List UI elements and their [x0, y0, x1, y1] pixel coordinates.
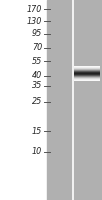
Text: 55: 55: [32, 57, 42, 66]
Text: 25: 25: [32, 98, 42, 106]
Bar: [47, 0, 102, 200]
Text: 170: 170: [27, 4, 42, 14]
Text: 70: 70: [32, 43, 42, 52]
Text: 10: 10: [32, 148, 42, 156]
Text: 95: 95: [32, 29, 42, 38]
Text: 15: 15: [32, 127, 42, 136]
Text: 130: 130: [27, 17, 42, 25]
Text: 40: 40: [32, 71, 42, 80]
Text: 35: 35: [32, 81, 42, 90]
